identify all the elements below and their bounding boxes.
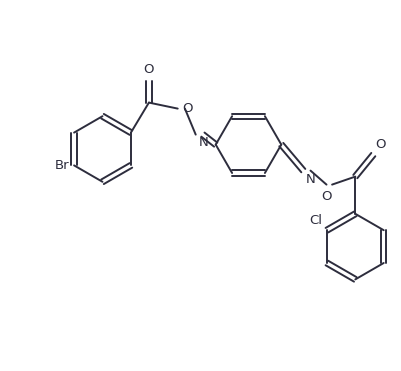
Text: N: N [306,173,316,186]
Text: O: O [375,138,385,151]
Text: Br: Br [55,159,69,172]
Text: O: O [144,63,154,76]
Text: O: O [321,190,332,203]
Text: N: N [199,136,209,149]
Text: O: O [182,102,193,115]
Text: Cl: Cl [309,214,322,227]
